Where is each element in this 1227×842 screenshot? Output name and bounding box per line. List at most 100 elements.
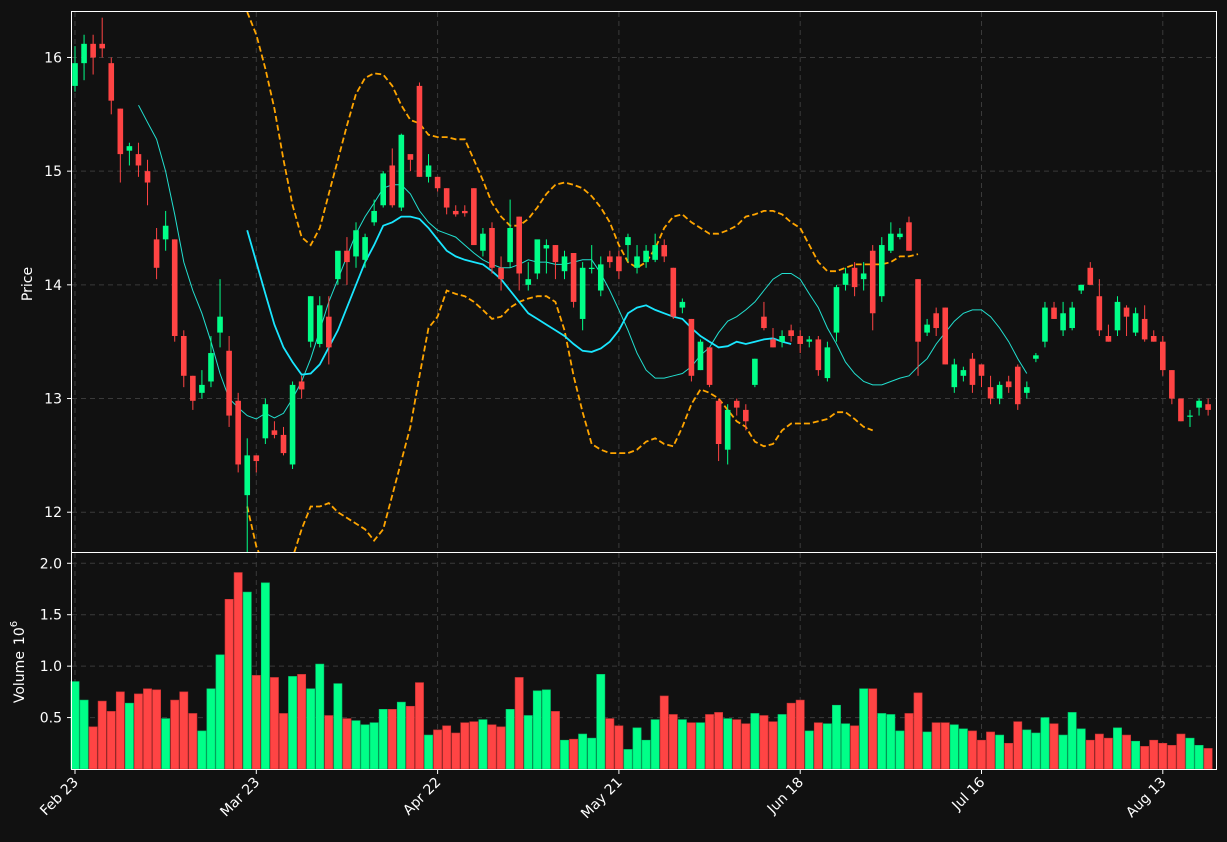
candle-body [471, 188, 477, 246]
volume-bar [1040, 717, 1050, 770]
volume-bar [496, 726, 506, 770]
candle-body [588, 267, 595, 269]
volume-bar [596, 674, 606, 770]
candle-body [1205, 404, 1211, 410]
candle-body [815, 339, 822, 371]
candle-body [552, 245, 559, 263]
volume-bar [786, 702, 796, 770]
candle-body [244, 455, 251, 496]
volume-bar [478, 719, 488, 770]
candle-body [607, 256, 613, 263]
candle-body [942, 307, 949, 365]
candle-body [135, 154, 142, 166]
candle-body [806, 339, 813, 342]
volume-bar [940, 722, 950, 770]
volume-bar [886, 714, 896, 770]
volume-bar [804, 730, 814, 770]
candle-body [1160, 341, 1166, 371]
volume-bar [134, 693, 143, 770]
candle-body [987, 387, 994, 399]
volume-bar [641, 739, 651, 770]
volume-bar [723, 718, 733, 770]
volume-bar [188, 713, 198, 770]
candle-body [316, 305, 323, 344]
candle-body [616, 256, 622, 272]
volume-bar [424, 734, 433, 770]
candle-body [996, 384, 1003, 399]
volume-bar [677, 719, 687, 770]
volume-bar [106, 711, 116, 770]
volume-bar [768, 721, 778, 770]
moving-averages [138, 104, 1028, 420]
candle-body [1196, 400, 1202, 408]
volume-bar [1076, 728, 1086, 770]
volume-bar [922, 731, 932, 770]
candle-body [733, 400, 740, 408]
candle-body [81, 43, 87, 64]
candle-body [715, 400, 722, 444]
bollinger-lower-band [246, 289, 874, 552]
volume-bar [560, 739, 569, 770]
volume-tick-label: 1.0 [40, 659, 62, 675]
volume-bar [387, 709, 397, 770]
candle-body [788, 330, 794, 336]
volume-bar [242, 591, 252, 770]
candle-body [99, 43, 105, 49]
candle-body [1114, 301, 1121, 331]
volume-bar [115, 691, 125, 770]
volume-bar [659, 695, 669, 770]
candle-body [199, 384, 205, 393]
volume-bar [1085, 739, 1095, 770]
volume-bar [406, 705, 415, 770]
candle-body [1078, 284, 1085, 291]
candle-body [688, 318, 695, 376]
candle-body [915, 279, 921, 342]
candle-body [1033, 355, 1039, 359]
candle-body [860, 273, 867, 280]
candle-body [951, 364, 958, 388]
volume-bars [70, 572, 1213, 770]
volume-bar [342, 718, 352, 770]
moving-average-short [138, 104, 1028, 420]
volume-bar [70, 681, 80, 770]
volume-bar [251, 675, 261, 770]
volume-bar [650, 719, 660, 770]
volume-bar [206, 688, 216, 770]
candle-body [534, 239, 541, 274]
volume-bar [1185, 737, 1195, 770]
volume-bar [433, 729, 442, 770]
volume-bar [832, 704, 841, 770]
volume-bar [514, 677, 524, 770]
volume-bar [469, 721, 479, 770]
candle-body [924, 324, 930, 333]
volume-tick-label: 0.5 [40, 711, 62, 727]
candle-body [1169, 370, 1175, 399]
candle-body [262, 404, 269, 439]
price-y-label: Price [20, 267, 36, 301]
price-panel: 12 13 14 15 16 Price [20, 11, 1217, 553]
volume-bar [88, 726, 98, 770]
volume-bar [904, 713, 914, 770]
candle-body [824, 347, 831, 379]
bollinger-bands [246, 12, 919, 552]
candle-body [162, 225, 169, 240]
candle-body [126, 146, 133, 151]
candle-body [1024, 387, 1030, 393]
candle-body [679, 301, 686, 308]
volume-bar [949, 724, 959, 770]
candle-body [389, 165, 396, 206]
candle-body [289, 384, 296, 465]
candle-body [579, 267, 586, 319]
candle-body [960, 370, 967, 376]
candle-body [761, 316, 767, 329]
volume-panel: 0.5 1.0 1.5 2.0 Volume 106 [9, 552, 1217, 770]
candle-body [335, 250, 341, 280]
volume-bar [532, 690, 542, 770]
volume-bar [460, 722, 470, 770]
volume-bar [270, 677, 279, 770]
candle-body [1014, 366, 1021, 405]
candle-body [851, 267, 858, 288]
candle-body [362, 237, 368, 260]
volume-bar [541, 689, 551, 770]
candle-body [652, 245, 658, 260]
